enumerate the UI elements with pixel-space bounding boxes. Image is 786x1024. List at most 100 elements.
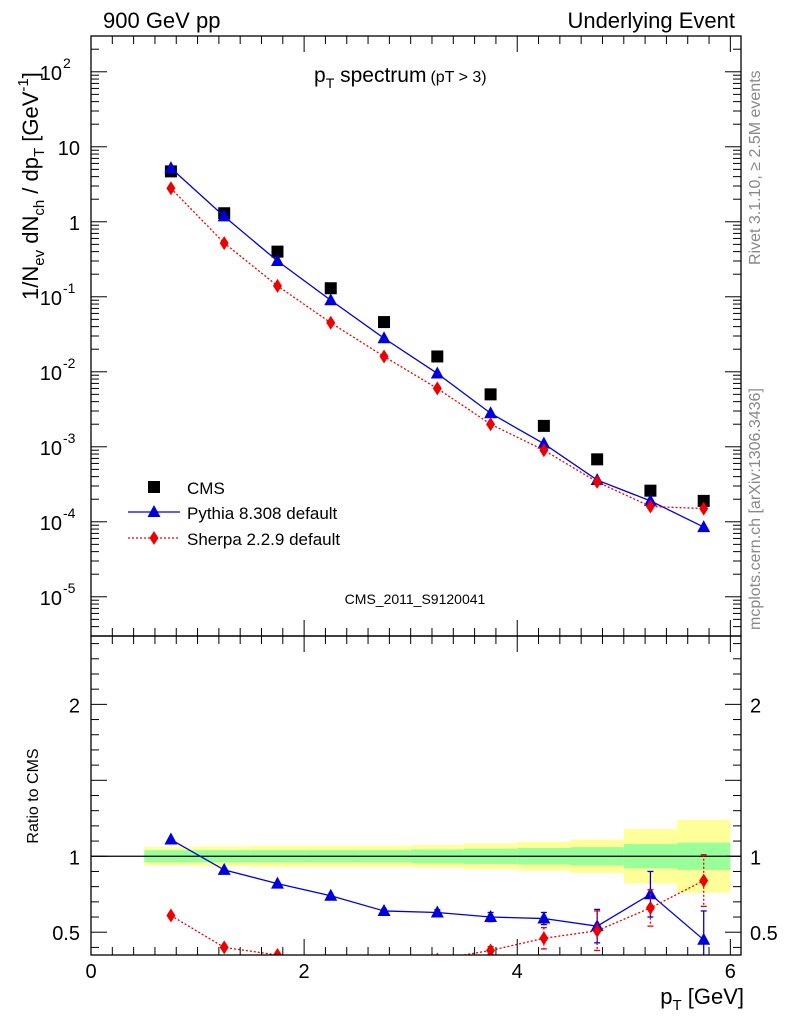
ratio-point bbox=[643, 887, 657, 900]
ratio-point bbox=[270, 876, 284, 889]
data-point bbox=[326, 315, 336, 330]
y-tick-label: 10 2 bbox=[40, 55, 71, 85]
y-tick-label: 10 -5 bbox=[40, 580, 76, 610]
y-tick-label-base: 10 bbox=[40, 438, 62, 460]
ratio-series-pythia-8-308-default bbox=[164, 832, 711, 955]
ratio-y-axis-label: Ratio to CMS bbox=[25, 748, 42, 843]
data-point bbox=[644, 484, 657, 497]
ratio-y-tick-label: 1 bbox=[69, 847, 80, 869]
title-sub: T bbox=[326, 75, 335, 91]
ratio-point bbox=[326, 956, 335, 970]
title-rest: spectrum bbox=[334, 64, 426, 87]
data-point bbox=[431, 350, 444, 363]
legend-label: CMS bbox=[187, 479, 225, 498]
x-tick-label: 0 bbox=[85, 961, 96, 983]
ratio-y-tick-label-right: 2 bbox=[750, 695, 761, 717]
y-tick-label-exponent: -1 bbox=[63, 280, 76, 296]
y-tick-label: 1 bbox=[69, 213, 80, 235]
ratio-point bbox=[324, 888, 338, 901]
x-tick-label: 4 bbox=[512, 961, 523, 983]
data-point bbox=[591, 453, 604, 466]
data-point bbox=[432, 381, 442, 396]
y-axis-label-part: 1/N bbox=[18, 266, 43, 300]
data-point bbox=[324, 293, 338, 306]
data-point bbox=[379, 349, 389, 364]
x-label-unit: [GeV] bbox=[682, 984, 744, 1009]
x-axis-label: pT [GeV] bbox=[660, 984, 744, 1014]
header-right: Underlying Event bbox=[567, 8, 735, 33]
series-sherpa-2-2-9-default bbox=[166, 181, 709, 516]
x-tick-label: 6 bbox=[725, 961, 736, 983]
y-axis-label: 1/Nev dNch / dpT [GeV-1] bbox=[15, 72, 48, 300]
legend: CMS Pythia 8.308 default Sherpa 2.2.9 defa… bbox=[128, 479, 340, 549]
data-point bbox=[164, 161, 178, 174]
ratio-point bbox=[484, 910, 498, 923]
ratio-point bbox=[377, 903, 391, 916]
ratio-point bbox=[539, 931, 549, 946]
ratio-frame bbox=[90, 635, 742, 956]
data-point bbox=[166, 181, 176, 196]
series-cms bbox=[164, 165, 710, 507]
legend-item: CMS bbox=[148, 479, 225, 498]
ratio-point bbox=[537, 911, 551, 924]
data-point bbox=[270, 254, 284, 266]
ratio-point bbox=[699, 873, 709, 888]
title-condition: (pT > 3) bbox=[430, 69, 486, 86]
data-point bbox=[539, 443, 549, 458]
title-p: p bbox=[314, 64, 326, 87]
rivet-version-text: Rivet 3.1.10, ≥ 2.5M events bbox=[747, 70, 764, 265]
data-point bbox=[484, 388, 497, 401]
ratio-point bbox=[592, 923, 602, 938]
y-tick-label-exponent: -4 bbox=[63, 505, 76, 521]
data-point bbox=[697, 494, 710, 507]
data-point bbox=[272, 278, 282, 293]
data-point bbox=[592, 474, 602, 489]
legend-item: Sherpa 2.2.9 default bbox=[128, 530, 340, 549]
y-tick-label-exponent: -2 bbox=[63, 355, 76, 371]
y-axis-label-part: / dp bbox=[18, 157, 43, 200]
y-tick-label: 10 -2 bbox=[40, 355, 76, 385]
y-tick-label-base: 10 bbox=[40, 588, 62, 610]
ratio-point bbox=[645, 900, 655, 915]
y-tick-label-exponent: 2 bbox=[63, 55, 71, 71]
y-tick-label: 10 -1 bbox=[40, 280, 76, 310]
ratio-y-tick-label-right: 1 bbox=[750, 847, 761, 869]
y-tick-label-base: 10 bbox=[40, 513, 62, 535]
y-axis-label-sub: T bbox=[31, 148, 48, 157]
y-tick-label-base: 10 bbox=[40, 63, 62, 85]
legend-marker bbox=[149, 531, 159, 545]
ratio-y-tick-label: 2 bbox=[69, 695, 80, 717]
ratio-series-sherpa-2-2-9-default bbox=[166, 854, 709, 973]
analysis-watermark: CMS_2011_S9120041 bbox=[345, 591, 486, 607]
data-point bbox=[217, 209, 231, 222]
data-point bbox=[645, 499, 655, 514]
data-point bbox=[430, 366, 444, 379]
y-tick-label: 10 -4 bbox=[40, 505, 76, 535]
legend-item: Pythia 8.308 default bbox=[128, 504, 338, 523]
legend-label: Sherpa 2.2.9 default bbox=[187, 530, 340, 549]
data-point bbox=[378, 316, 391, 329]
data-point bbox=[699, 501, 709, 516]
ratio-point bbox=[430, 905, 444, 918]
data-point bbox=[537, 419, 550, 432]
y-axis-label-part: ] bbox=[18, 72, 43, 78]
y-tick-label: 10 -3 bbox=[40, 430, 76, 460]
y-axis-label-sup: -1 bbox=[15, 78, 32, 91]
y-tick-label: 10 bbox=[58, 138, 80, 160]
data-point bbox=[484, 406, 498, 419]
data-point bbox=[537, 436, 551, 449]
ratio-y-tick-label: 0.5 bbox=[52, 923, 80, 945]
header-left: 900 GeV pp bbox=[103, 8, 220, 33]
data-point bbox=[219, 236, 229, 251]
ratio-point bbox=[164, 832, 178, 845]
ratio-point bbox=[272, 948, 282, 955]
plot-title: pT spectrum (pT > 3) bbox=[314, 64, 487, 91]
y-axis-label-part: dN bbox=[18, 216, 43, 250]
y-tick-label-base: 10 bbox=[40, 363, 62, 385]
ratio-point bbox=[166, 908, 176, 923]
y-tick-label-exponent: -5 bbox=[63, 580, 76, 596]
ratio-point bbox=[697, 932, 711, 945]
ratio-point bbox=[380, 959, 389, 973]
